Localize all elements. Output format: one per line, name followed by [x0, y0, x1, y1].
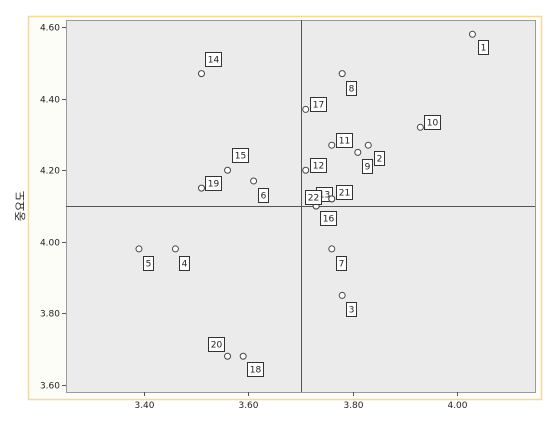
point-label: 16 — [323, 215, 335, 225]
point-label: 9 — [365, 163, 371, 173]
point-label: 22 — [308, 194, 319, 204]
point-label-box — [143, 256, 154, 271]
x-tick-label: 4.00 — [447, 401, 467, 411]
data-point — [468, 30, 476, 38]
point-label-box — [336, 256, 347, 271]
point-label: 14 — [208, 56, 220, 66]
point-label: 2 — [377, 155, 383, 165]
data-point — [338, 70, 346, 78]
point-label: 5 — [146, 260, 152, 270]
point-label: 3 — [349, 306, 355, 316]
point-label-box — [478, 40, 489, 55]
point-label: 13 — [319, 191, 330, 201]
point-label-box — [310, 97, 327, 112]
point-label: 10 — [427, 119, 439, 129]
point-label: 17 — [313, 101, 324, 111]
point-label: 21 — [339, 189, 350, 199]
point-label: 4 — [182, 260, 188, 270]
point-label-box — [424, 115, 441, 130]
point-label-box — [208, 337, 225, 352]
data-point — [197, 184, 205, 192]
point-label: 20 — [211, 341, 223, 351]
point-label-box — [320, 211, 337, 226]
data-point — [364, 141, 372, 149]
y-tick-label: 4.40 — [40, 96, 60, 106]
data-point — [224, 352, 232, 360]
point-label-box — [346, 302, 357, 317]
point-label-box — [305, 190, 322, 205]
point-label-box — [232, 148, 249, 163]
point-label: 7 — [339, 260, 345, 270]
point-label-box — [374, 151, 385, 166]
y-axis-label: 중요도 — [14, 191, 27, 221]
data-point — [135, 245, 143, 253]
data-point — [302, 166, 310, 174]
data-point — [250, 177, 258, 185]
data-point — [416, 123, 424, 131]
data-point — [197, 70, 205, 78]
point-label-box — [336, 133, 353, 148]
data-point — [354, 148, 362, 156]
data-point — [224, 166, 232, 174]
y-tick-label: 4.60 — [40, 24, 60, 34]
point-label: 19 — [208, 180, 220, 190]
y-axis: 3.60 3.80 4.00 4.20 4.40 4.60 — [40, 24, 66, 392]
data-point — [328, 195, 336, 203]
point-label-box — [247, 362, 264, 377]
reference-lines — [66, 20, 535, 392]
y-tick-label: 3.80 — [40, 310, 60, 320]
point-label-box — [205, 52, 222, 67]
point-label-box — [346, 81, 357, 96]
point-label: 1 — [481, 44, 487, 54]
y-tick-label: 4.20 — [40, 167, 60, 177]
point-label-box — [205, 176, 222, 191]
data-point — [171, 245, 179, 253]
point-label: 11 — [339, 137, 350, 147]
data-point — [328, 141, 336, 149]
point-label-box — [336, 185, 353, 200]
data-point — [338, 291, 346, 299]
y-tick-label: 3.60 — [40, 382, 60, 392]
point-label: 8 — [349, 85, 355, 95]
point-label: 15 — [235, 152, 246, 162]
point-label-box — [179, 256, 190, 271]
point-label-box — [258, 188, 269, 203]
point-label: 18 — [250, 366, 262, 376]
point-label-box — [310, 158, 327, 173]
point-label-box — [362, 159, 373, 174]
x-tick-label: 3.80 — [343, 401, 363, 411]
data-point — [328, 245, 336, 253]
data-point — [239, 352, 247, 360]
point-label: 12 — [313, 162, 324, 172]
data-point — [302, 105, 310, 113]
x-tick-label: 3.60 — [238, 401, 258, 411]
x-axis: 3.40 3.60 3.80 4.00 — [134, 392, 468, 411]
point-label: 6 — [261, 192, 267, 202]
y-tick-label: 4.00 — [40, 239, 60, 249]
x-tick-label: 3.40 — [134, 401, 154, 411]
